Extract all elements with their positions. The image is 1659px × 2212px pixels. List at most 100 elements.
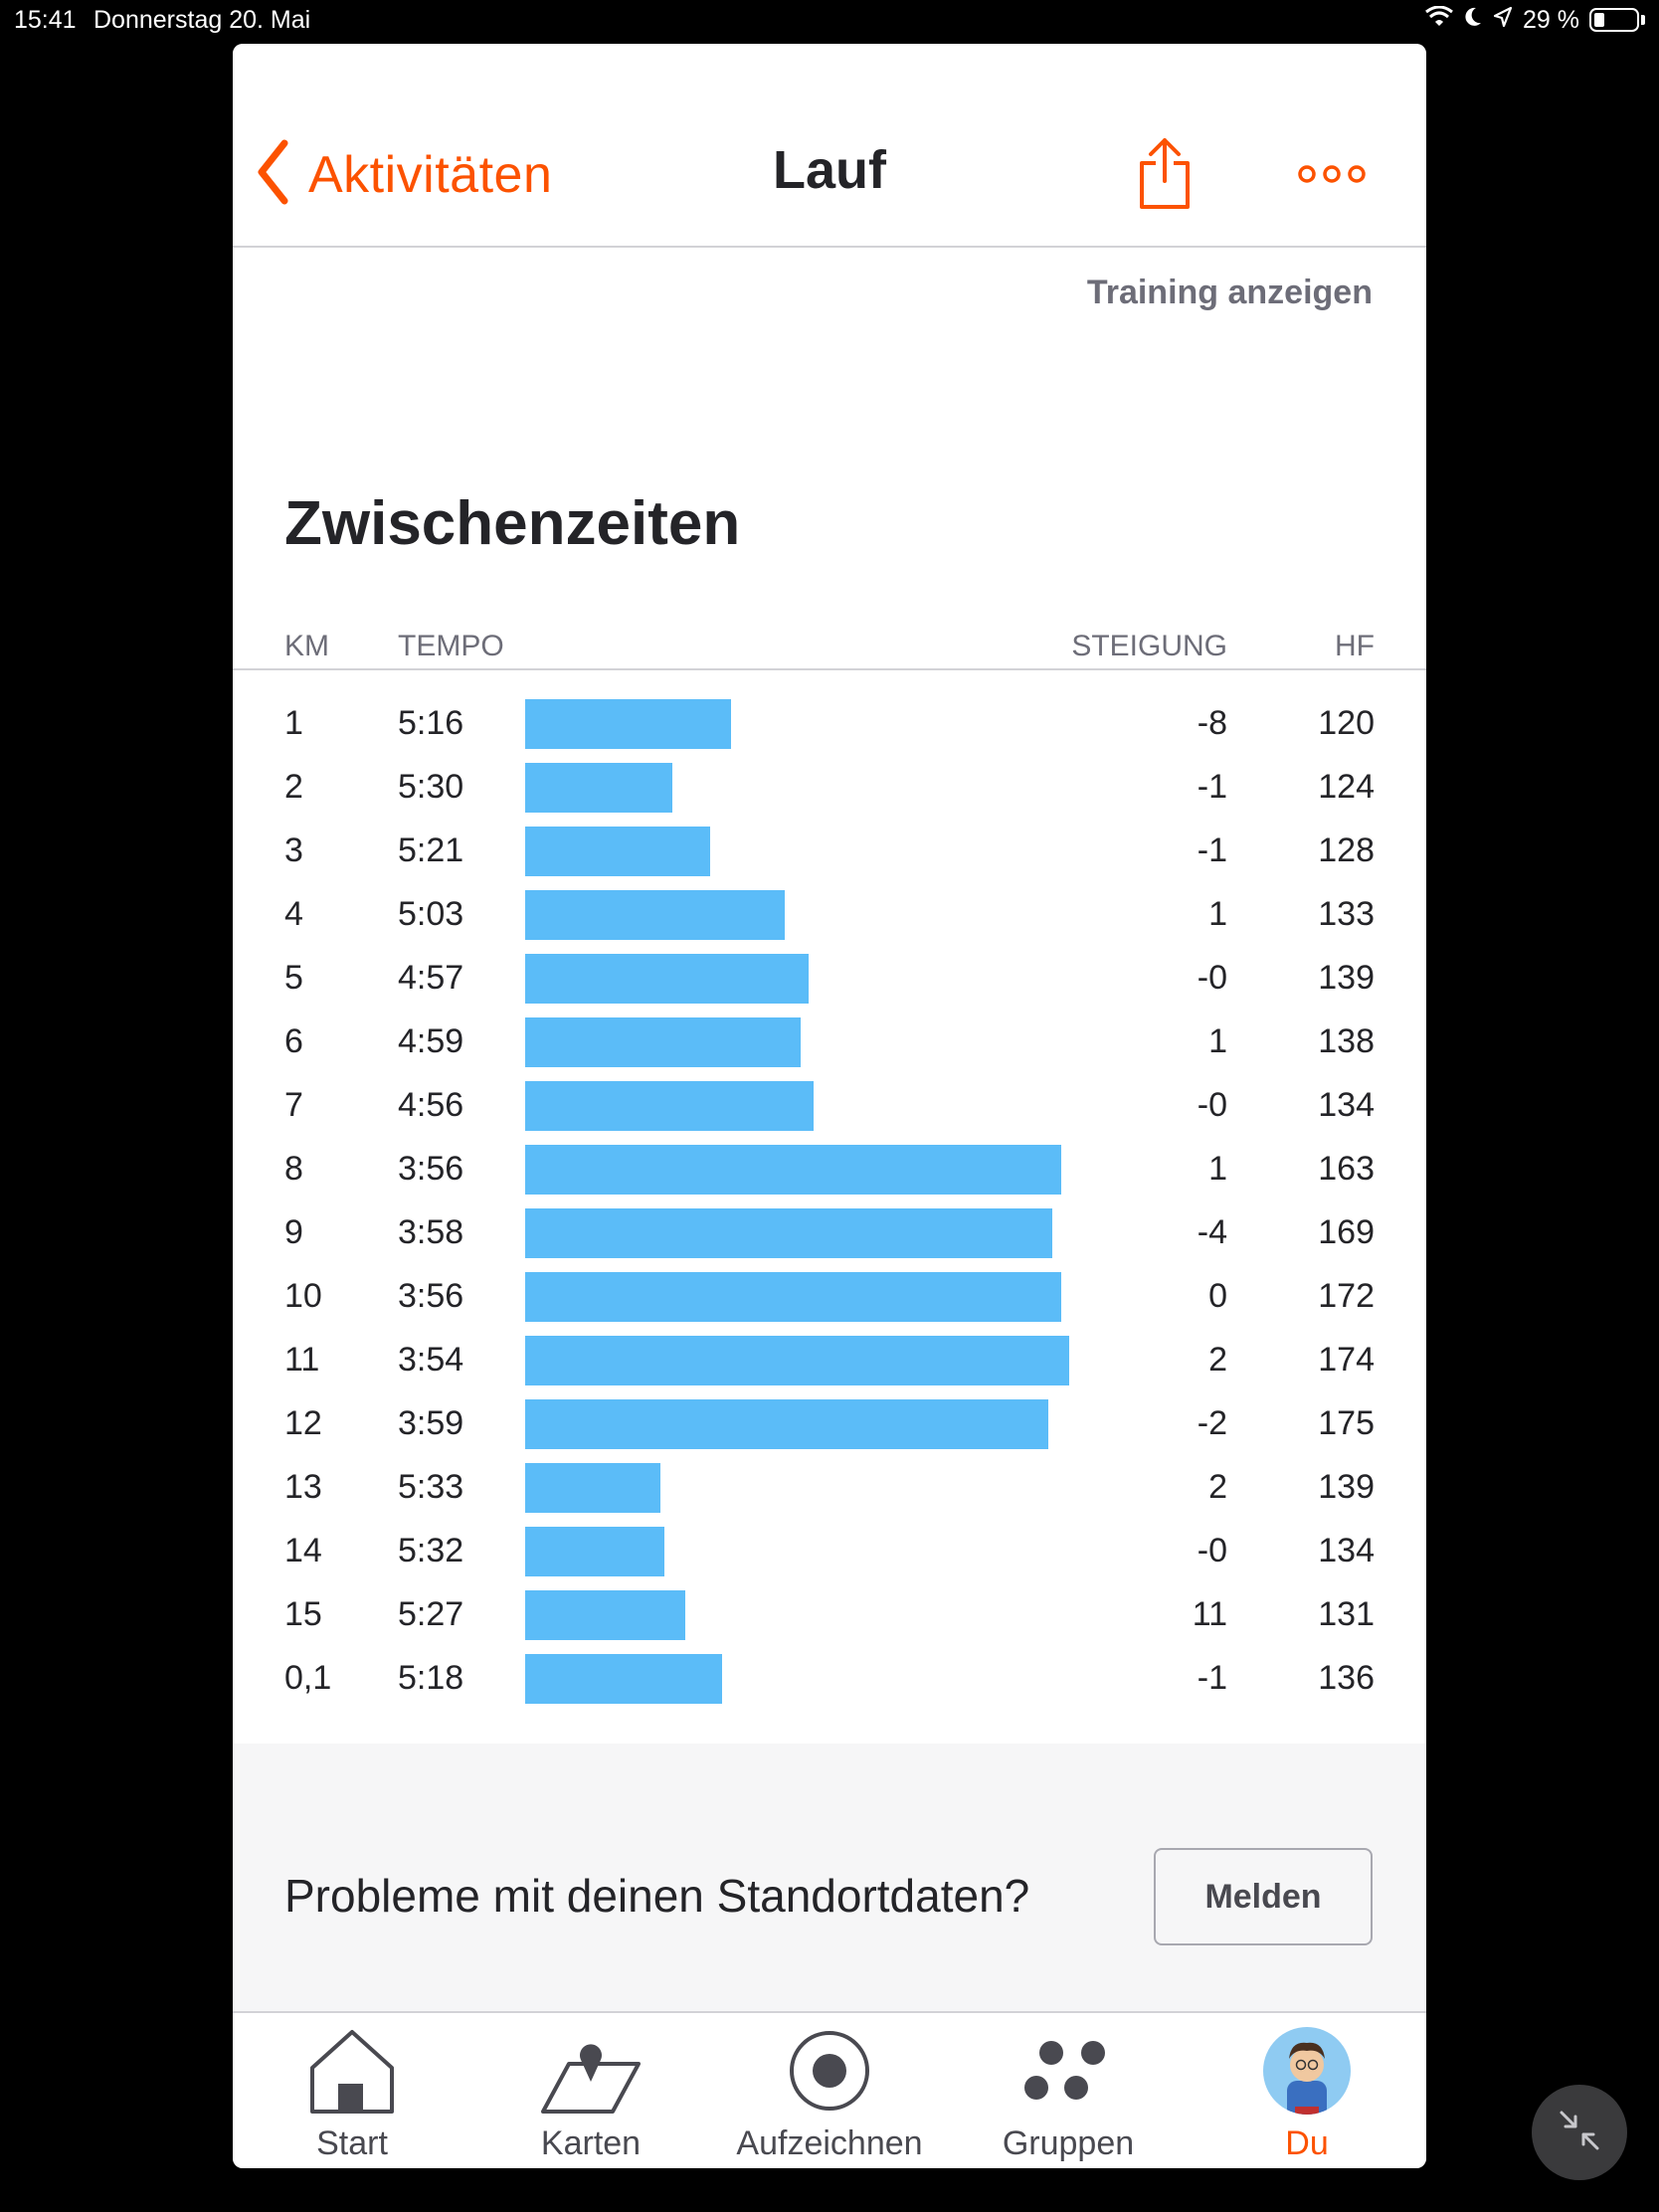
- tab-du[interactable]: Du: [1188, 2013, 1426, 2168]
- split-hf: 120: [1318, 704, 1375, 742]
- profile-avatar: [1261, 2025, 1353, 2121]
- split-row: 12 3:59 -2 175: [233, 1392, 1426, 1456]
- split-steigung: 1: [1208, 895, 1227, 933]
- tab-karten[interactable]: Karten: [471, 2013, 710, 2168]
- pace-bar: [525, 954, 809, 1004]
- page-title: Lauf: [773, 140, 886, 200]
- header-steigung: STEIGUNG: [1071, 630, 1227, 662]
- battery-icon: [1589, 8, 1639, 32]
- pace-bar: [525, 1336, 1069, 1385]
- tab-aufzeichnen[interactable]: Aufzeichnen: [710, 2013, 949, 2168]
- split-km: 4: [284, 895, 303, 933]
- pace-bar: [525, 699, 731, 749]
- chevron-left-icon: [257, 139, 288, 210]
- split-steigung: 0: [1208, 1277, 1227, 1315]
- split-hf: 169: [1318, 1213, 1375, 1251]
- split-hf: 163: [1318, 1150, 1375, 1188]
- groups-icon: [1020, 2036, 1116, 2111]
- split-tempo: 5:33: [398, 1468, 464, 1506]
- split-hf: 133: [1318, 895, 1375, 933]
- split-steigung: -2: [1197, 1404, 1227, 1442]
- split-steigung: 2: [1208, 1468, 1227, 1506]
- navigation-bar: Aktivitäten Lauf: [233, 44, 1426, 248]
- split-row: 6 4:59 1 138: [233, 1011, 1426, 1074]
- split-hf: 174: [1318, 1341, 1375, 1379]
- split-steigung: 2: [1208, 1341, 1227, 1379]
- split-tempo: 3:58: [398, 1213, 464, 1251]
- split-steigung: -0: [1197, 959, 1227, 997]
- back-button[interactable]: Aktivitäten: [257, 139, 552, 210]
- split-row: 5 4:57 -0 139: [233, 947, 1426, 1011]
- back-label: Aktivitäten: [308, 145, 553, 204]
- split-steigung: -1: [1197, 831, 1227, 869]
- home-icon: [307, 2026, 397, 2120]
- share-button[interactable]: [1138, 135, 1192, 216]
- location-problem-text: Probleme mit deinen Standortdaten?: [284, 1870, 1030, 1922]
- split-steigung: -1: [1197, 1659, 1227, 1697]
- header-tempo: TEMPO: [398, 630, 504, 662]
- split-km: 8: [284, 1150, 303, 1188]
- pace-bar: [525, 1399, 1048, 1449]
- more-options-button[interactable]: [1297, 163, 1367, 190]
- activity-panel: Aktivitäten Lauf Training anzeigen Zwisc…: [233, 44, 1426, 2168]
- split-km: 12: [284, 1404, 322, 1442]
- split-hf: 131: [1318, 1595, 1375, 1633]
- split-hf: 134: [1318, 1532, 1375, 1569]
- tab-label: Aufzeichnen: [736, 2124, 923, 2162]
- split-hf: 138: [1318, 1022, 1375, 1060]
- split-km: 0,1: [284, 1659, 332, 1697]
- split-steigung: 11: [1192, 1595, 1227, 1633]
- header-km: KM: [284, 630, 329, 662]
- split-tempo: 4:59: [398, 1022, 464, 1060]
- pace-bar: [525, 1272, 1061, 1322]
- show-training-link[interactable]: Training anzeigen: [1086, 274, 1373, 311]
- split-row: 1 5:16 -8 120: [233, 692, 1426, 756]
- location-arrow-icon: [1493, 6, 1513, 35]
- split-steigung: 1: [1208, 1150, 1227, 1188]
- pace-bar: [525, 1208, 1052, 1258]
- split-row: 9 3:58 -4 169: [233, 1201, 1426, 1265]
- split-row: 13 5:33 2 139: [233, 1456, 1426, 1520]
- split-tempo: 5:18: [398, 1659, 464, 1697]
- split-hf: 134: [1318, 1086, 1375, 1124]
- split-km: 13: [284, 1468, 322, 1506]
- split-tempo: 3:56: [398, 1277, 464, 1315]
- map-icon: [539, 2026, 643, 2120]
- split-row: 0,1 5:18 -1 136: [233, 1647, 1426, 1711]
- share-icon: [1138, 138, 1192, 215]
- tab-label: Gruppen: [1002, 2124, 1135, 2162]
- split-row: 2 5:30 -1 124: [233, 756, 1426, 820]
- split-hf: 136: [1318, 1659, 1375, 1697]
- split-km: 14: [284, 1532, 322, 1569]
- pace-bar: [525, 1145, 1061, 1195]
- tab-start[interactable]: Start: [233, 2013, 471, 2168]
- split-steigung: -4: [1197, 1213, 1227, 1251]
- split-km: 1: [284, 704, 303, 742]
- status-date: Donnerstag 20. Mai: [93, 6, 311, 34]
- tab-gruppen[interactable]: Gruppen: [949, 2013, 1188, 2168]
- pace-bar: [525, 890, 785, 940]
- splits-card: Zwischenzeiten KM TEMPO STEIGUNG HF 1 5:1…: [233, 394, 1426, 1744]
- split-tempo: 3:54: [398, 1341, 464, 1379]
- split-tempo: 5:16: [398, 704, 464, 742]
- split-km: 5: [284, 959, 303, 997]
- split-hf: 172: [1318, 1277, 1375, 1315]
- status-indicators: 29 %: [1425, 4, 1645, 36]
- pace-bar: [525, 1463, 660, 1513]
- more-dots-icon: [1297, 165, 1367, 189]
- split-row: 11 3:54 2 174: [233, 1329, 1426, 1392]
- pace-bar: [525, 1081, 814, 1131]
- minimize-button[interactable]: [1532, 2085, 1627, 2180]
- split-km: 7: [284, 1086, 303, 1124]
- pace-bar: [525, 1654, 722, 1704]
- split-row: 14 5:32 -0 134: [233, 1520, 1426, 1583]
- split-km: 11: [284, 1341, 320, 1379]
- split-hf: 175: [1318, 1404, 1375, 1442]
- split-row: 15 5:27 11 131: [233, 1583, 1426, 1647]
- split-steigung: 1: [1208, 1022, 1227, 1060]
- report-button[interactable]: Melden: [1154, 1848, 1373, 1945]
- status-bar: 15:41 Donnerstag 20. Mai 29 %: [0, 0, 1659, 40]
- split-hf: 139: [1318, 1468, 1375, 1506]
- split-km: 15: [284, 1595, 322, 1633]
- split-row: 4 5:03 1 133: [233, 883, 1426, 947]
